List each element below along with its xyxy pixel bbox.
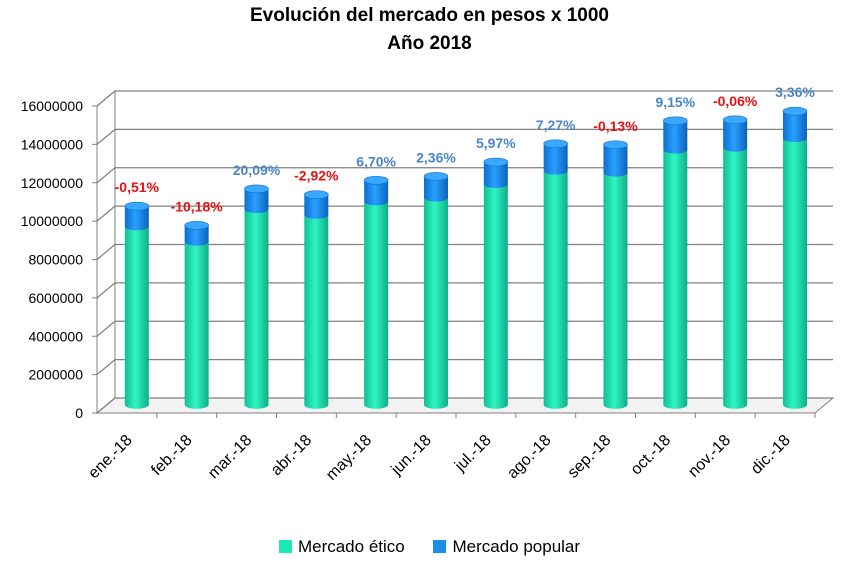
x-tick-label: jul.-18	[451, 432, 495, 476]
gridline-depth	[96, 90, 116, 107]
x-tick-label: sep.-18	[565, 432, 615, 482]
gridline-depth	[96, 320, 116, 337]
plot-area: 0 2000000 4000000 6000000 8000000 10000000 120…	[21, 84, 835, 484]
x-tick-label: dic.-18	[748, 432, 794, 478]
bar-annotation: 5,97%	[476, 135, 516, 151]
bar-popular	[244, 188, 269, 214]
x-tick-label: jun.-18	[388, 432, 435, 479]
bar-etico	[124, 226, 149, 409]
bar-top-cap	[304, 190, 329, 199]
legend-swatch-popular	[433, 540, 447, 553]
bar-popular	[723, 119, 748, 152]
y-tick-label: 16000000	[21, 98, 84, 114]
bar-popular	[483, 162, 508, 189]
x-tick-label: nov.-18	[685, 432, 734, 481]
gridline-depth	[96, 397, 116, 414]
y-tick-label: 0	[75, 405, 83, 421]
bar-annotation: 7,27%	[536, 117, 576, 133]
gridline-depth	[96, 244, 116, 260]
bar-top-cap	[423, 172, 449, 181]
bar-annotation: 2,36%	[416, 149, 456, 165]
x-tick-label: ago.-18	[504, 432, 554, 482]
bar-popular	[663, 120, 688, 154]
bar-annotation: -10,18%	[171, 198, 224, 214]
bar-top-cap	[663, 116, 688, 126]
bar-top-cap	[244, 184, 269, 194]
bar-etico	[423, 197, 448, 409]
bar-etico	[244, 209, 269, 409]
bar-annotation: -0,06%	[713, 93, 758, 109]
y-tick-label: 4000000	[28, 328, 83, 344]
bar-popular	[364, 180, 389, 206]
bar-etico	[184, 241, 209, 409]
bar-annotation: 6,70%	[356, 153, 396, 169]
bar-popular	[184, 225, 209, 246]
legend-swatch-etico	[278, 540, 292, 553]
bar-etico	[364, 201, 389, 409]
bar-top-cap	[543, 139, 568, 149]
x-tick-label: oct.-18	[628, 432, 675, 479]
bar-etico	[723, 147, 748, 409]
legend-label-etico: Mercado ético	[297, 537, 405, 556]
bar-top-cap	[782, 106, 808, 116]
bar-etico	[782, 138, 807, 409]
y-tick-label: 12000000	[21, 175, 84, 191]
bar-top-cap	[603, 140, 628, 150]
bar-top-cap	[483, 157, 509, 167]
legend: Mercado ético Mercado popular	[0, 537, 859, 557]
x-tick-label: may.-18	[323, 432, 375, 484]
x-tick-label: feb.-18	[148, 432, 195, 479]
gridline-depth	[96, 359, 116, 376]
bar-annotation: 9,15%	[655, 94, 695, 110]
gridline-depth	[96, 167, 116, 184]
bar-etico	[483, 184, 508, 409]
bar-etico	[543, 170, 568, 409]
bar-etico	[663, 149, 688, 409]
bar-top-cap	[722, 115, 748, 125]
bar-popular	[543, 143, 568, 175]
y-tick-label: 2000000	[28, 367, 83, 383]
bar-popular	[304, 194, 329, 219]
bar-popular	[124, 206, 149, 231]
legend-item-popular: Mercado popular	[433, 537, 580, 557]
bar-top-cap	[363, 175, 389, 185]
y-tick-label: 14000000	[21, 136, 84, 152]
x-tick-label: ene.-18	[85, 432, 135, 482]
x-tick-label: abr.-18	[268, 432, 315, 479]
bar-popular	[603, 144, 628, 177]
bar-annotation: -0,13%	[593, 118, 638, 134]
gridline-depth	[96, 205, 116, 222]
bar-annotation: -2,92%	[294, 168, 339, 184]
bar-annotation: 3,36%	[775, 84, 815, 100]
grid-layer: 0 2000000 4000000 6000000 8000000 10000000 120…	[21, 89, 835, 421]
chart-title: Evolución del mercado en pesos x 1000	[249, 5, 610, 26]
y-tick-label: 8000000	[28, 252, 83, 268]
bar-top-cap	[124, 201, 150, 211]
gridline-depth	[96, 282, 116, 299]
y-tick-label: 6000000	[28, 290, 83, 306]
x-tick-label: mar.-18	[205, 432, 255, 482]
legend-item-etico: Mercado ético	[278, 537, 405, 557]
bar-popular	[782, 111, 807, 143]
bar-annotation: -0,51%	[115, 179, 160, 195]
gridline-depth	[96, 128, 116, 145]
y-tick-label: 10000000	[21, 213, 84, 229]
bar-etico	[603, 172, 628, 409]
legend-label-popular: Mercado popular	[452, 537, 581, 556]
bar-annotation: 20,09%	[233, 162, 281, 178]
bar-top-cap	[184, 221, 209, 230]
chart-subtitle: Año 2018	[387, 33, 472, 54]
bar-etico	[304, 214, 329, 409]
bar-popular	[423, 176, 448, 202]
bars-layer	[124, 106, 808, 409]
